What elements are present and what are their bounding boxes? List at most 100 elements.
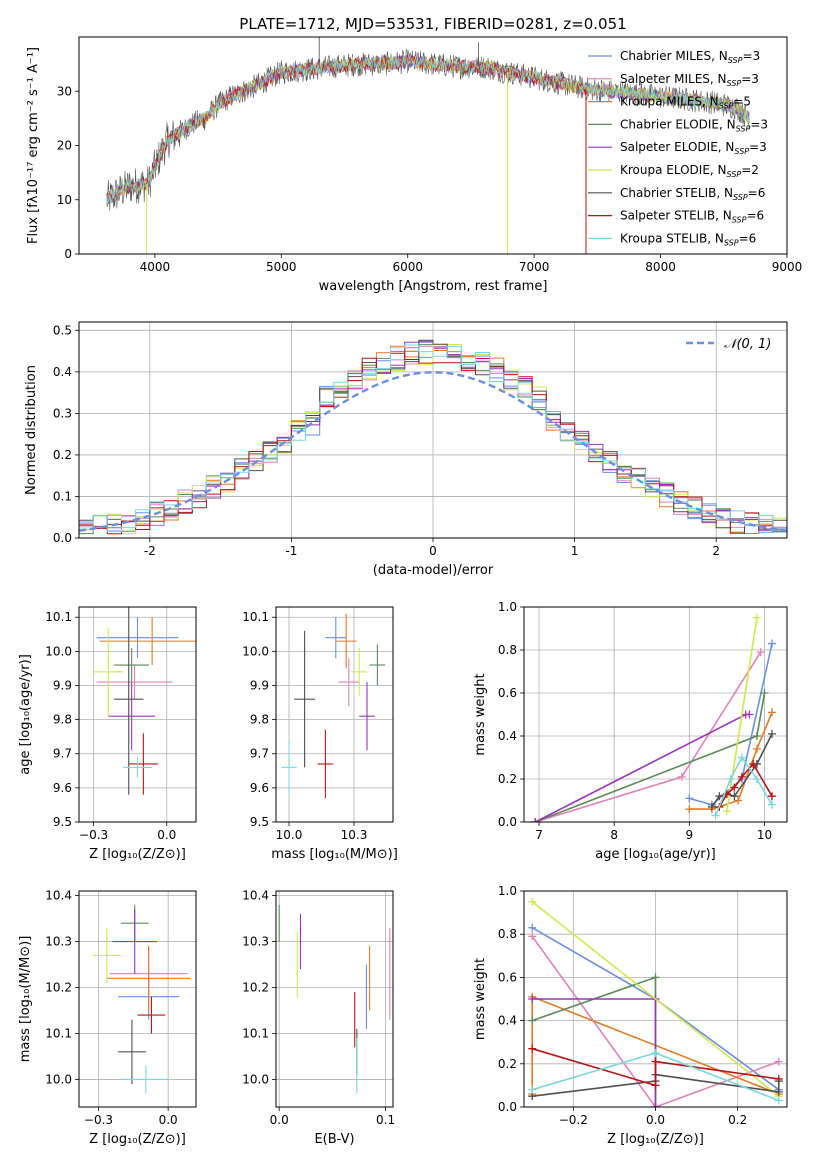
x-tick-label: 9 — [685, 828, 693, 842]
x-tick-label: 8 — [610, 828, 618, 842]
y-axis-label: mass weight — [473, 673, 488, 755]
plot-area-mass_vs_Z — [92, 904, 191, 1094]
y-tick-label: 10.3 — [45, 935, 72, 949]
x-axis-label: age [log₁₀(age/yr)] — [595, 847, 716, 862]
weight-line-salpeter_elodie — [534, 713, 750, 822]
panel-mass_vs_ebv: 0.0 0.1 10.0 10.1 10.2 10.3 10.4 E(B-V) — [242, 889, 395, 1147]
x-tick-label: 2 — [712, 544, 720, 558]
y-tick-label: 9.9 — [53, 678, 72, 692]
weight-marker-chabrier_elodie — [528, 1016, 537, 1025]
legend-label-salpeter_elodie: Salpeter ELODIE, NSSP=3 — [620, 140, 767, 156]
weight-marker-salpeter_stelib — [774, 1074, 783, 1083]
x-tick-label: 8000 — [645, 260, 676, 274]
x-tick-label: 7 — [535, 828, 543, 842]
weight-marker-salpeter_elodie — [528, 995, 537, 1003]
weight-marker-kroupa_stelib — [767, 800, 776, 809]
weight-line-salpeter_miles — [531, 935, 780, 1107]
y-tick-label: 1.0 — [498, 600, 517, 614]
y-tick-label: 0.2 — [498, 772, 517, 786]
x-axis-label: mass [log₁₀(M/M⊙)] — [271, 847, 398, 862]
weight-marker-chabrier_stelib — [715, 792, 724, 801]
weight-marker-chabrier_miles — [685, 794, 694, 803]
weight-marker-kroupa_miles — [734, 796, 743, 805]
y-tick-label: 0.2 — [498, 1057, 517, 1071]
x-tick-label: 1 — [571, 544, 579, 558]
weight-line-salpeter_stelib — [718, 762, 773, 808]
plot-area-residuals — [79, 339, 787, 535]
y-tick-label: 10.1 — [45, 1026, 72, 1040]
weight-marker-kroupa_stelib — [726, 775, 735, 783]
x-tick-label: 0.0 — [270, 1113, 289, 1127]
y-tick-label: 10.4 — [242, 889, 269, 903]
weight-marker-salpeter_elodie — [651, 1103, 660, 1107]
weight-marker-kroupa_miles — [685, 805, 694, 814]
x-axis-label: wavelength [Angstrom, rest frame] — [319, 279, 548, 294]
panel-age_vs_mass: 10.0 10.3 9.5 9.6 9.7 9.8 9.9 10.0 10.1 mass [log… — [242, 606, 398, 862]
x-tick-label: 5000 — [266, 260, 297, 274]
weight-marker-salpeter_stelib — [767, 792, 776, 801]
x-tick-label: 0.1 — [376, 1113, 395, 1127]
x-tick-label: −0.3 — [84, 1113, 113, 1127]
x-tick-label: −0.3 — [79, 828, 108, 842]
x-tick-label: 0.0 — [157, 828, 176, 842]
legend-label-salpeter_stelib: Salpeter STELIB, NSSP=6 — [620, 209, 764, 225]
axes-frame — [78, 606, 197, 823]
weight-marker-chabrier_stelib — [767, 729, 776, 738]
panel-age_vs_Z: −0.3 0.0 9.5 9.6 9.7 9.8 9.9 10.0 10.1 Z [log₁₀(Z… — [18, 606, 197, 862]
plot-area-age_vs_mass — [281, 613, 386, 799]
y-tick-label: 10.4 — [45, 889, 72, 903]
y-tick-label: 0.3 — [53, 406, 72, 420]
x-tick-label: 6000 — [392, 260, 423, 274]
y-tick-label: 0.4 — [498, 729, 517, 743]
x-tick-label: 0.0 — [646, 1113, 665, 1127]
figure-title: PLATE=1712, MJD=53531, FIBERID=0281, z=0… — [239, 15, 626, 33]
x-tick-label: 4000 — [140, 260, 171, 274]
histogram-chabrier_stelib — [79, 339, 787, 530]
panel-mass_vs_Z: −0.3 0.0 10.0 10.1 10.2 10.3 10.4 Z [log₁₀(Z/Z⊙… — [18, 889, 197, 1147]
weight-marker-salpeter_stelib — [749, 759, 758, 768]
x-tick-label: 10.0 — [276, 828, 303, 842]
axes-frame — [523, 606, 788, 823]
y-tick-label: 10.1 — [242, 610, 269, 624]
weight-marker-kroupa_elodie — [528, 897, 537, 906]
weight-marker-kroupa_stelib — [752, 775, 761, 783]
y-tick-label: 30 — [57, 84, 72, 98]
weight-marker-kroupa_stelib — [774, 1096, 783, 1105]
y-tick-label: 20 — [57, 139, 72, 153]
x-tick-label: -2 — [144, 544, 156, 558]
panel-weight_vs_age: 7 8 9 10 0.0 0.2 0.4 0.6 0.8 1.0 age [log₁₀(age/yr… — [473, 600, 788, 862]
weight-marker-salpeter_miles — [677, 772, 686, 781]
y-tick-label: 9.7 — [250, 747, 269, 761]
y-tick-label: 9.9 — [250, 678, 269, 692]
y-tick-label: 0.0 — [53, 531, 72, 545]
weight-marker-chabrier_elodie — [651, 973, 660, 982]
y-tick-label: 0.6 — [498, 970, 517, 984]
legend-spectrum: Chabrier MILES, NSSP=3 Salpeter MILES, NS… — [588, 49, 768, 247]
weight-marker-salpeter_miles — [528, 932, 537, 941]
weight-marker-salpeter_stelib — [651, 1081, 660, 1090]
y-tick-label: 9.7 — [53, 747, 72, 761]
y-tick-label: 0 — [64, 247, 72, 261]
weight-line-salpeter_elodie — [532, 998, 657, 1107]
y-tick-label: 10.2 — [45, 981, 72, 995]
weight-marker-salpeter_stelib — [737, 772, 746, 781]
weight-marker-chabrier_miles — [767, 639, 776, 648]
legend-label-chabrier_elodie: Chabrier ELODIE, NSSP=3 — [620, 117, 768, 133]
y-tick-label: 9.6 — [53, 781, 72, 795]
legend-label-chabrier_stelib: Chabrier STELIB, NSSP=6 — [620, 186, 765, 202]
weight-marker-kroupa_miles — [752, 744, 761, 753]
weight-line-chabrier_elodie — [531, 976, 657, 1107]
weight-marker-kroupa_elodie — [752, 613, 761, 622]
y-axis-label: Normed distribution — [24, 365, 39, 495]
x-tick-label: -1 — [285, 544, 297, 558]
legend-label-kroupa_elodie: Kroupa ELODIE, NSSP=2 — [620, 163, 759, 179]
weight-line-kroupa_elodie — [531, 901, 780, 1097]
y-tick-label: 9.5 — [250, 815, 269, 829]
y-tick-label: 0.5 — [53, 323, 72, 337]
weight-line-chabrier_stelib — [711, 733, 773, 808]
histogram-salpeter_stelib — [79, 352, 787, 535]
y-axis-label: age [log₁₀(age/yr)] — [18, 654, 33, 775]
y-tick-label: 10.0 — [242, 644, 269, 658]
plot-area-weight_vs_age — [531, 613, 776, 822]
weight-marker-chabrier_elodie — [760, 689, 769, 697]
